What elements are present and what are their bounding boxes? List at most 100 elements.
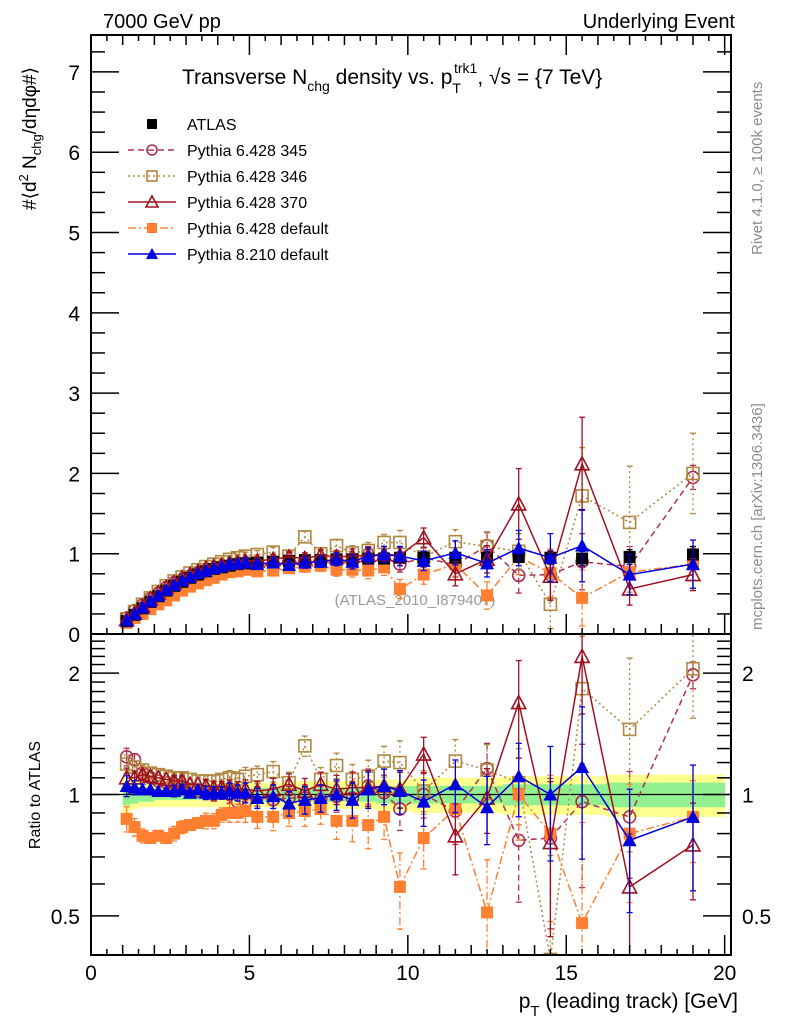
x-axis-title: pT (leading track) [GeV]: [519, 990, 738, 1020]
data-point: [298, 530, 312, 544]
data-point: [120, 812, 133, 825]
data-point: [377, 547, 392, 561]
data-point: [543, 550, 558, 564]
data-point: [297, 792, 312, 806]
data-point: [392, 549, 407, 563]
legend-item: Pythia 8.210 default: [128, 247, 329, 264]
data-point: [134, 765, 151, 782]
data-point: [362, 819, 375, 832]
data-point: [266, 555, 281, 569]
legend-item: Pythia 6.428 default: [128, 221, 329, 238]
data-point: [415, 528, 433, 545]
data-point: [393, 880, 406, 893]
legend-marker: [146, 144, 158, 156]
data-point: [298, 739, 312, 753]
legend-label: Pythia 8.210 default: [187, 247, 329, 264]
y-tick-label: 7: [68, 62, 80, 85]
main-y-axis-title: #⟨d2 Nchg/dηdφ#⟩: [16, 67, 44, 210]
data-point: [238, 555, 253, 569]
data-point: [393, 755, 407, 770]
series-line: [126, 668, 694, 955]
x-tick-label: 15: [555, 962, 578, 985]
data-point: [447, 827, 464, 843]
data-point: [297, 555, 312, 569]
y-tick-label: 4: [68, 303, 80, 326]
data-point: [127, 752, 142, 767]
ratio-y-tick-label-right: 0.5: [742, 906, 771, 929]
ratio-y-tick-label: 2: [68, 663, 80, 686]
data-point: [119, 613, 134, 627]
ratio-series-pythia-8-210-default: [119, 706, 700, 914]
legend-label: ATLAS: [187, 117, 237, 134]
series-line: [126, 656, 694, 889]
data-point: [280, 775, 298, 792]
svg-text:Transverse Nchg density vs. pT: Transverse Nchg density vs. pTtrk1, √s =…: [182, 60, 602, 96]
y-tick-label: 6: [68, 142, 80, 165]
data-point: [239, 805, 252, 818]
data-point: [447, 565, 464, 581]
data-point: [416, 553, 431, 567]
ratio-y-tick-label: 0.5: [51, 906, 80, 929]
data-point: [250, 767, 265, 782]
legend-marker: [146, 248, 158, 259]
legend-item: Pythia 6.428 346: [128, 169, 307, 186]
data-point: [575, 759, 590, 773]
data-point: [238, 785, 253, 799]
data-point: [142, 767, 159, 784]
legend-marker: [144, 194, 160, 208]
data-point: [266, 789, 281, 803]
data-point: [481, 906, 494, 919]
data-point: [416, 794, 431, 808]
data-point: [480, 800, 495, 814]
svg-text:#⟨d2 Nchg/dηdφ#⟩: #⟨d2 Nchg/dηdφ#⟩: [16, 67, 44, 210]
data-point: [250, 791, 265, 805]
data-point: [622, 833, 637, 847]
data-point: [417, 832, 430, 845]
data-point: [448, 545, 463, 559]
analysis-tag: (ATLAS_2010_I879407): [335, 592, 496, 609]
data-point: [167, 578, 182, 592]
y-tick-label: 3: [68, 383, 80, 406]
x-tick-label: 0: [85, 962, 97, 985]
legend-label: Pythia 6.428 346: [187, 169, 307, 186]
data-point: [190, 782, 205, 796]
data-point: [119, 778, 134, 792]
data-point: [378, 810, 391, 823]
mcplots-label: mcplots.cern.ch [arXiv:1306.3436]: [749, 403, 766, 630]
ratio-y-tick-label: 1: [68, 785, 80, 808]
data-point: [282, 557, 297, 571]
data-point: [480, 556, 495, 570]
data-point: [622, 515, 637, 530]
legend-marker: [147, 119, 157, 129]
legend-label: Pythia 6.428 default: [187, 221, 329, 238]
data-point: [392, 784, 407, 798]
y-tick-label: 2: [68, 463, 80, 486]
ratio-panel-series: [118, 634, 702, 955]
legend-label: Pythia 6.428 345: [187, 143, 307, 160]
data-point: [183, 785, 198, 799]
data-point: [119, 750, 134, 764]
data-point: [266, 764, 280, 779]
data-point: [573, 455, 591, 471]
legend: ATLAS Pythia 6.428 345 Pythia 6.428 346 Pyt…: [128, 117, 329, 264]
axes: 0 5 10 15 20 0 1 2 3 4 5 6 7 0.5 0.5 1 1 2 2: [51, 35, 771, 985]
data-point: [361, 549, 376, 563]
legend-item: Pythia 6.428 345: [128, 143, 307, 160]
data-point: [511, 769, 526, 783]
data-point: [143, 782, 158, 796]
data-point: [149, 769, 167, 785]
data-point: [361, 782, 376, 796]
data-point: [377, 754, 391, 768]
series-pythia-6-428-default: [120, 538, 699, 629]
data-point: [250, 557, 265, 571]
data-point: [175, 782, 190, 796]
data-point: [543, 787, 558, 801]
data-point: [345, 554, 360, 568]
data-point: [362, 564, 375, 577]
x-tick-label: 10: [396, 962, 419, 985]
data-point: [329, 758, 344, 773]
header-left: 7000 GeV pp: [103, 11, 221, 33]
data-point: [575, 538, 590, 552]
data-point: [345, 792, 360, 806]
data-point: [576, 591, 589, 604]
